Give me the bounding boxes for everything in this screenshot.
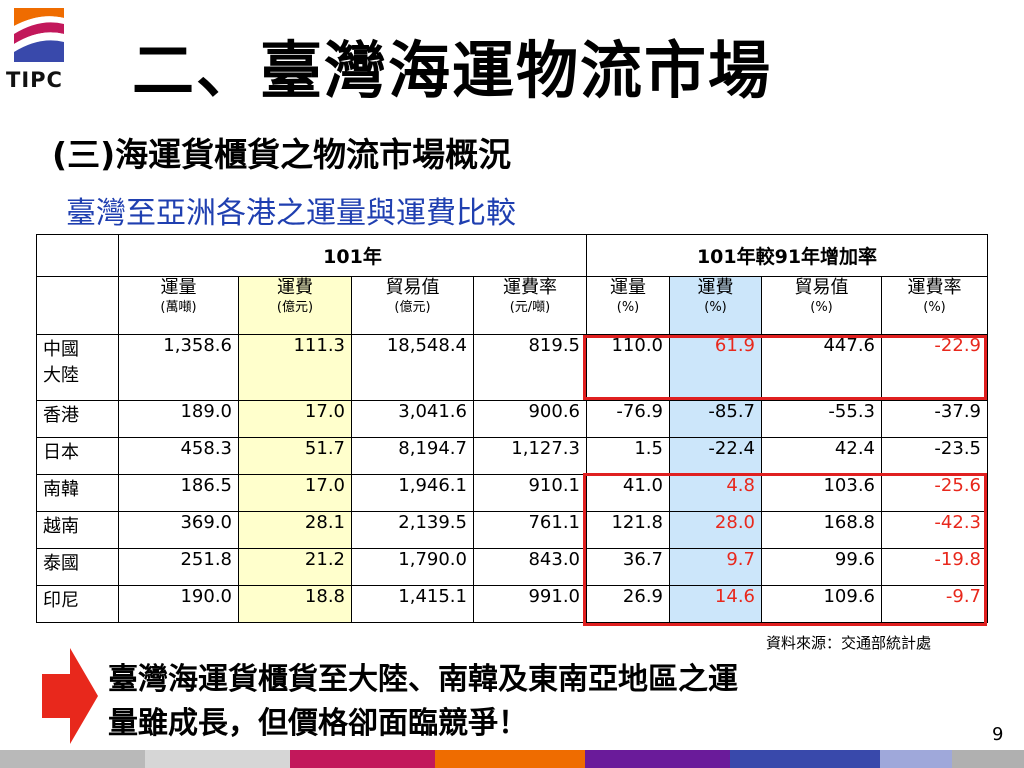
cell: -25.6 [881, 474, 988, 512]
row-label: 印尼 [36, 585, 119, 623]
cell: 111.3 [238, 334, 352, 401]
table-row: 印尼 190.0 18.8 1,415.1 991.0 26.9 14.6 10… [36, 585, 988, 623]
cell: 17.0 [238, 474, 352, 512]
corner-cell [36, 234, 119, 277]
cell: 9.7 [669, 548, 762, 586]
highlight-box-southeast [583, 473, 987, 626]
group-header-row: 101年 101年較91年增加率 [36, 234, 988, 277]
cell: -23.5 [881, 437, 988, 475]
col-header: 貿易值 (%) [761, 276, 882, 335]
col-header: 運量 (萬噸) [118, 276, 239, 335]
footer-segment [730, 750, 880, 768]
cell: 28.1 [238, 511, 352, 549]
cell: 251.8 [118, 548, 239, 586]
row-label: 香港 [36, 400, 119, 438]
cell: 843.0 [473, 548, 587, 586]
col-header: 運量 (%) [586, 276, 670, 335]
cell: 910.1 [473, 474, 587, 512]
logo-text: TIPC [6, 68, 63, 92]
cell: 99.6 [761, 548, 882, 586]
cell: 121.8 [586, 511, 670, 549]
row-label: 中國 大陸 [36, 334, 119, 401]
data-source: 資料來源：交通部統計處 [766, 634, 932, 652]
col-header: 運費 (億元) [238, 276, 352, 335]
cell: 2,139.5 [351, 511, 474, 549]
group-header-101: 101年 [118, 234, 587, 277]
footer-segment [145, 750, 290, 768]
col-header: 貿易值 (億元) [351, 276, 474, 335]
cell: -85.7 [669, 400, 762, 438]
table-row: 泰國 251.8 21.2 1,790.0 843.0 36.7 9.7 99.… [36, 548, 988, 586]
footer-segment [0, 750, 145, 768]
footer-segment [435, 750, 585, 768]
cell: 8,194.7 [351, 437, 474, 475]
row-label: 南韓 [36, 474, 119, 512]
table-caption: 臺灣至亞洲各港之運量與運費比較 [66, 196, 516, 231]
cell: 17.0 [238, 400, 352, 438]
col-header: 運費率 (%) [881, 276, 988, 335]
col-header: 運費 (%) [669, 276, 762, 335]
conclusion-line-2: 量雖成長，但價格卻面臨競爭！ [108, 706, 528, 741]
footer-segment [585, 750, 730, 768]
footer-segment [952, 750, 1024, 768]
row-label: 越南 [36, 511, 119, 549]
cell: 41.0 [586, 474, 670, 512]
cell: 3,041.6 [351, 400, 474, 438]
table-row: 香港 189.0 17.0 3,041.6 900.6 -76.9 -85.7 … [36, 400, 988, 438]
table-row: 日本 458.3 51.7 8,194.7 1,127.3 1.5 -22.4 … [36, 437, 988, 475]
cell: 991.0 [473, 585, 587, 623]
cell: 900.6 [473, 400, 587, 438]
footer-segment [880, 750, 952, 768]
footer-color-bar [0, 750, 1024, 768]
cell: 189.0 [118, 400, 239, 438]
right-arrow-icon [42, 648, 98, 744]
cell: 761.1 [473, 511, 587, 549]
table-row: 南韓 186.5 17.0 1,946.1 910.1 41.0 4.8 103… [36, 474, 988, 512]
footer-segment [290, 750, 435, 768]
cell: -76.9 [586, 400, 670, 438]
cell: 186.5 [118, 474, 239, 512]
col-header: 運費率 (元/噸) [473, 276, 587, 335]
cell: 1,415.1 [351, 585, 474, 623]
column-header-row: 運量 (萬噸) 運費 (億元) 貿易值 (億元) 運費率 (元/噸) 運量 (%) 運費(… [36, 276, 988, 335]
flag-icon [14, 8, 64, 62]
cell: 51.7 [238, 437, 352, 475]
cell: -42.3 [881, 511, 988, 549]
page-number: 9 [992, 724, 1004, 745]
cell: 369.0 [118, 511, 239, 549]
cell: 458.3 [118, 437, 239, 475]
cell: 1,358.6 [118, 334, 239, 401]
cell: -22.4 [669, 437, 762, 475]
section-subtitle: (三)海運貨櫃貨之物流市場概況 [52, 135, 512, 174]
cell: 1,127.3 [473, 437, 587, 475]
cell: 819.5 [473, 334, 587, 401]
cell: 42.4 [761, 437, 882, 475]
highlight-box-china [583, 335, 987, 400]
cell: -9.7 [881, 585, 988, 623]
cell: 36.7 [586, 548, 670, 586]
page-title: 二、臺灣海運物流市場 [132, 34, 773, 107]
cell: 1.5 [586, 437, 670, 475]
cell: 1,946.1 [351, 474, 474, 512]
cell: 18,548.4 [351, 334, 474, 401]
row-label: 日本 [36, 437, 119, 475]
cell: 21.2 [238, 548, 352, 586]
cell: 109.6 [761, 585, 882, 623]
tipc-logo: TIPC [6, 4, 72, 96]
conclusion-text: 臺灣海運貨櫃貨至大陸、南韓及東南亞地區之運 量雖成長，但價格卻面臨競爭！ [108, 658, 738, 746]
corner-cell-2 [36, 276, 119, 335]
cell: 14.6 [669, 585, 762, 623]
cell: -37.9 [881, 400, 988, 438]
cell: 190.0 [118, 585, 239, 623]
group-header-growth: 101年較91年增加率 [586, 234, 988, 277]
row-label: 泰國 [36, 548, 119, 586]
cell: 26.9 [586, 585, 670, 623]
cell: 1,790.0 [351, 548, 474, 586]
cell: -55.3 [761, 400, 882, 438]
cell: -22.9 [881, 334, 988, 401]
table-row: 越南 369.0 28.1 2,139.5 761.1 121.8 28.0 1… [36, 511, 988, 549]
conclusion-line-1: 臺灣海運貨櫃貨至大陸、南韓及東南亞地區之運 [108, 662, 738, 697]
cell: 168.8 [761, 511, 882, 549]
cell: 18.8 [238, 585, 352, 623]
